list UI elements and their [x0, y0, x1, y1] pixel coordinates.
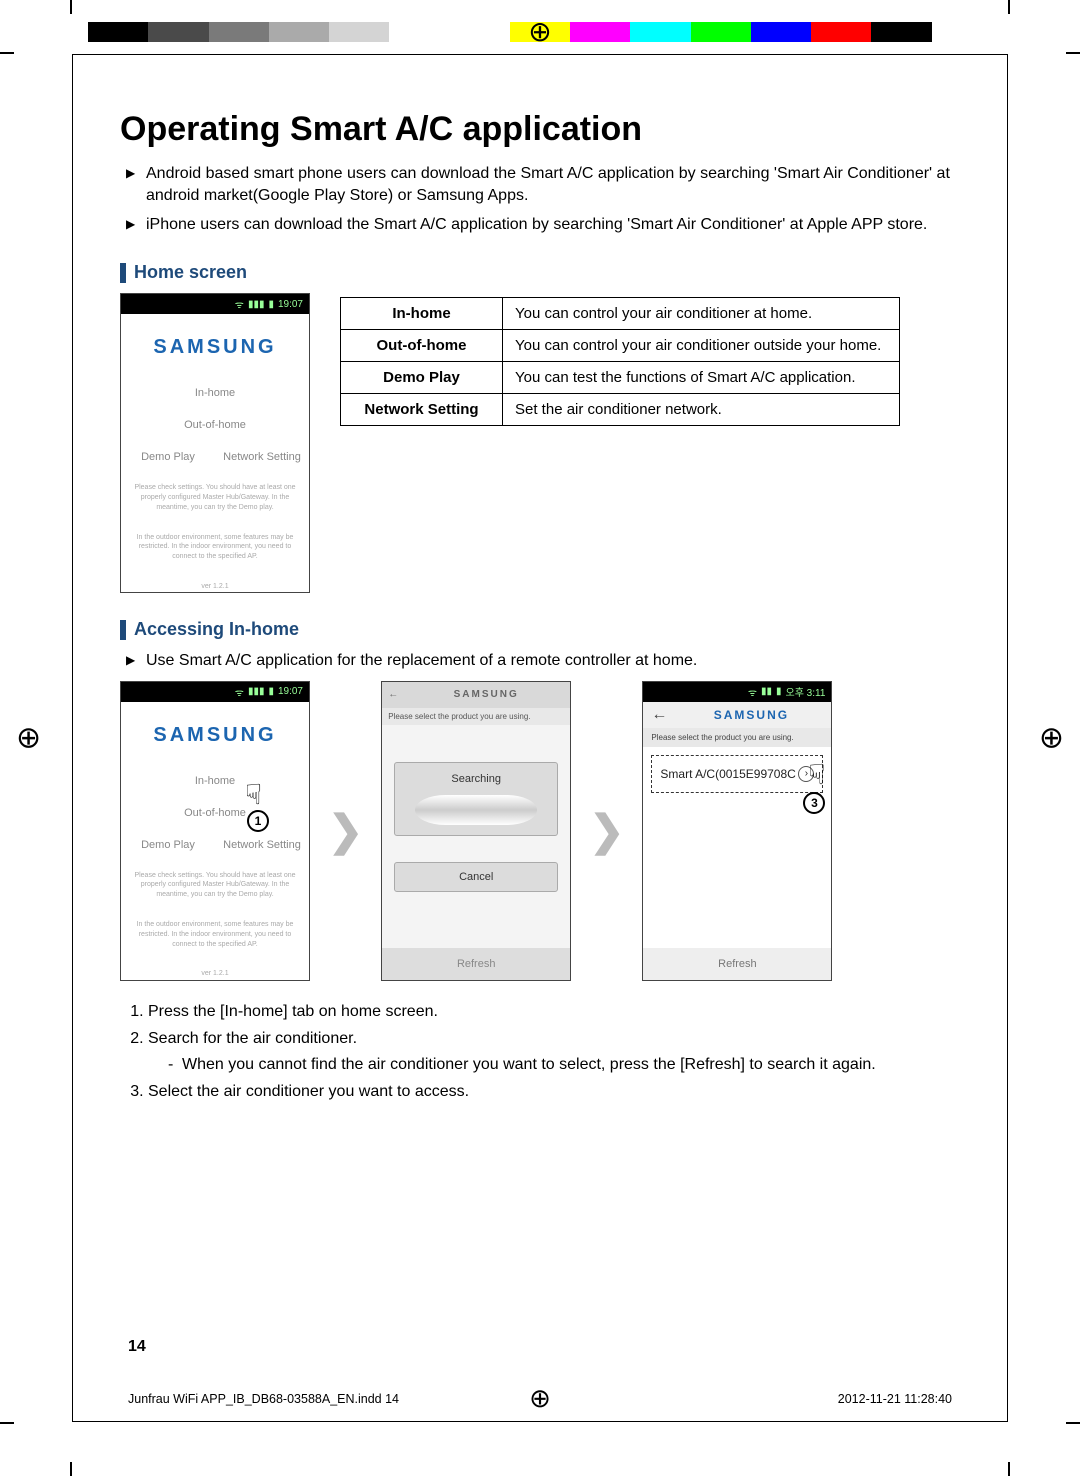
- table-value: You can test the functions of Smart A/C …: [503, 362, 900, 394]
- out-of-home-button[interactable]: Out-of-home: [121, 409, 309, 441]
- demo-play-button[interactable]: Demo Play: [121, 829, 215, 861]
- step-callout-1: 1: [247, 810, 269, 832]
- status-time: 19:07: [278, 686, 303, 697]
- back-icon[interactable]: ←: [388, 689, 400, 700]
- registration-mark-icon: ⊕: [1039, 721, 1064, 756]
- phone-screenshot-step3: ᯤ▮▮▮오후 3:11 ←SAMSUNG Please select the p…: [642, 681, 832, 981]
- section-heading-label: Accessing In-home: [134, 619, 299, 640]
- section-heading-label: Home screen: [134, 262, 247, 283]
- intro-bullet: iPhone users can download the Smart A/C …: [120, 214, 960, 236]
- signal-icon: ▮▮▮: [248, 686, 265, 697]
- step-item: Select the air conditioner you want to a…: [148, 1079, 960, 1105]
- registration-mark-icon: ⊕: [16, 721, 41, 756]
- searching-dialog: Searching: [394, 762, 558, 836]
- in-home-button[interactable]: In-home: [121, 765, 309, 797]
- status-time: 오후 3:11: [786, 684, 826, 699]
- signal-icon: ▮▮▮: [248, 299, 265, 310]
- samsung-logo: SAMSUNG: [408, 689, 564, 700]
- in-home-button[interactable]: In-home: [121, 377, 309, 409]
- device-name: Smart A/C(0015E99708C: [660, 767, 795, 781]
- step-callout-3: 3: [803, 792, 825, 814]
- table-value: Set the air conditioner network.: [503, 394, 900, 426]
- out-of-home-button[interactable]: Out-of-home: [121, 797, 309, 829]
- samsung-logo: SAMSUNG: [121, 702, 309, 765]
- table-value: You can control your air conditioner at …: [503, 298, 900, 330]
- samsung-logo: SAMSUNG: [679, 708, 823, 722]
- table-key: Network Setting: [341, 394, 503, 426]
- feature-table: In-homeYou can control your air conditio…: [340, 297, 900, 426]
- step-item: Search for the air conditioner. When you…: [148, 1026, 960, 1077]
- battery-icon: ▮: [776, 686, 782, 697]
- phone-notice-text: Please check settings. You should have a…: [121, 473, 309, 522]
- table-value: You can control your air conditioner out…: [503, 330, 900, 362]
- table-key: Demo Play: [341, 362, 503, 394]
- registration-mark-icon: ⊕: [528, 15, 551, 48]
- device-list-item[interactable]: Smart A/C(0015E99708C ›: [651, 755, 823, 793]
- phone-notice-text: In the outdoor environment, some feature…: [121, 523, 309, 572]
- phone-screenshot-step1: ᯤ ▮▮▮▮ 19:07 SAMSUNG In-home Out-of-home D…: [120, 681, 310, 981]
- battery-icon: ▮: [268, 686, 274, 697]
- cancel-button[interactable]: Cancel: [394, 862, 558, 892]
- phone-screenshot-step2: ← SAMSUNG Please select the product you a…: [381, 681, 571, 981]
- phone-notice-text: Please check settings. You should have a…: [121, 861, 309, 910]
- pointer-hand-icon: ☟: [245, 778, 262, 811]
- status-time: 19:07: [278, 299, 303, 310]
- chevron-right-icon: ❯: [328, 806, 363, 855]
- prompt-text: Please select the product you are using.: [643, 728, 831, 747]
- footer-filename: Junfrau WiFi APP_IB_DB68-03588A_EN.indd …: [128, 1392, 399, 1406]
- back-icon[interactable]: ←: [651, 706, 669, 724]
- table-key: Out-of-home: [341, 330, 503, 362]
- phone-version-text: ver 1.2.1: [121, 959, 309, 980]
- chevron-right-icon: ❯: [589, 806, 624, 855]
- phone-screenshot-home: ᯤ ▮▮▮▮ 19:07 SAMSUNG In-home Out-of-home D…: [120, 293, 310, 593]
- step-item: Press the [In-home] tab on home screen.: [148, 999, 960, 1025]
- pointer-hand-icon: ☟: [808, 758, 825, 791]
- network-setting-button[interactable]: Network Setting: [215, 441, 309, 473]
- wifi-icon: ᯤ: [235, 685, 244, 699]
- section-heading-home-screen: Home screen: [120, 262, 960, 283]
- refresh-button[interactable]: Refresh: [643, 948, 831, 980]
- section-bullet: Use Smart A/C application for the replac…: [120, 650, 960, 672]
- instruction-steps: Press the [In-home] tab on home screen. …: [120, 999, 960, 1105]
- registration-mark-icon: ⊕: [529, 1383, 551, 1414]
- demo-play-button[interactable]: Demo Play: [121, 441, 215, 473]
- network-setting-button[interactable]: Network Setting: [215, 829, 309, 861]
- step-substep: When you cannot find the air conditioner…: [168, 1052, 960, 1078]
- signal-icon: ▮▮: [761, 686, 772, 697]
- section-heading-accessing-inhome: Accessing In-home: [120, 619, 960, 640]
- searching-label: Searching: [395, 773, 557, 785]
- phone-version-text: ver 1.2.1: [121, 572, 309, 593]
- wifi-icon: ᯤ: [235, 297, 244, 311]
- phone-notice-text: In the outdoor environment, some feature…: [121, 910, 309, 959]
- wifi-icon: ᯤ: [748, 685, 757, 699]
- intro-bullet: Android based smart phone users can down…: [120, 163, 960, 208]
- samsung-logo: SAMSUNG: [121, 314, 309, 377]
- refresh-button[interactable]: Refresh: [382, 948, 570, 980]
- footer-timestamp: 2012-11-21 11:28:40: [838, 1392, 952, 1406]
- page-number: 14: [128, 1338, 146, 1356]
- table-key: In-home: [341, 298, 503, 330]
- page-title: Operating Smart A/C application: [120, 110, 960, 149]
- battery-icon: ▮: [268, 299, 274, 310]
- prompt-text: Please select the product you are using.: [382, 708, 570, 725]
